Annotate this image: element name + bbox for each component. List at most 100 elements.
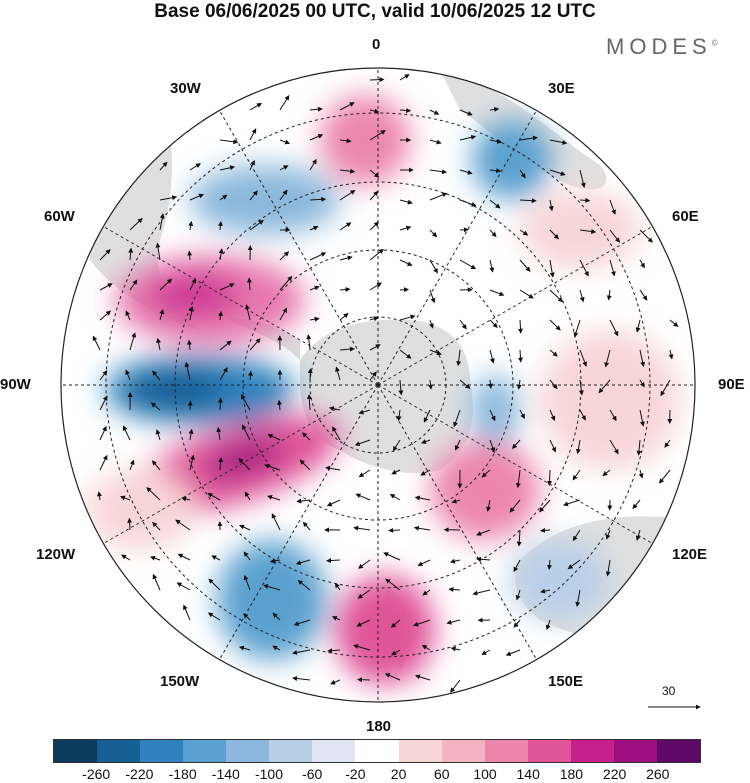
- wind-arrow: [604, 349, 611, 368]
- wind-arrow: [309, 316, 320, 322]
- colorbar-tick-label: 20: [390, 766, 407, 782]
- wind-arrow: [451, 498, 461, 504]
- wind-arrow: [279, 251, 290, 261]
- wind-arrow: [609, 409, 617, 422]
- wind-arrow: [175, 519, 191, 531]
- wind-arrow: [240, 394, 251, 411]
- wind-arrow: [489, 199, 501, 209]
- wind-arrow: [125, 310, 131, 321]
- wind-arrow: [518, 349, 523, 363]
- lon-label-90e: 90E: [718, 376, 745, 393]
- wind-arrow: [390, 619, 401, 628]
- wind-arrow: [511, 439, 521, 449]
- wind-arrow: [519, 289, 534, 299]
- wind-arrow: [579, 228, 597, 234]
- wind-arrow: [549, 139, 568, 145]
- wind-arrow: [218, 457, 224, 471]
- wind-arrow: [519, 135, 538, 141]
- wind-arrow: [572, 529, 581, 542]
- wind-arrow: [659, 469, 671, 484]
- lon-label-60e: 60E: [672, 208, 699, 225]
- wind-arrow: [356, 619, 371, 627]
- wind-arrow: [353, 644, 371, 651]
- wind-arrow: [369, 316, 379, 322]
- wind-arrow: [309, 225, 319, 231]
- wind-arrow: [573, 319, 581, 338]
- wind-arrow: [184, 361, 191, 381]
- wind-arrow: [513, 559, 521, 573]
- anomaly-positive-core: [206, 439, 284, 477]
- meridian-line: [377, 384, 537, 660]
- wind-arrow: [602, 469, 611, 477]
- colorbar-tick-label: 180: [559, 766, 584, 782]
- wind-arrow: [122, 425, 131, 441]
- wind-arrow: [575, 439, 581, 455]
- wind-arrow: [476, 529, 491, 536]
- colorbar-swatch: [570, 740, 614, 762]
- wind-arrow: [639, 409, 645, 427]
- wind-arrow: [326, 499, 341, 507]
- wind-arrow: [353, 525, 371, 531]
- wind-arrow: [218, 248, 224, 261]
- wind-arrow: [369, 221, 380, 231]
- wind-arrow: [578, 379, 584, 396]
- wind-arrow: [563, 499, 581, 507]
- wind-arrow: [339, 189, 356, 201]
- wind-arrow: [399, 287, 410, 293]
- wind-arrow: [331, 616, 341, 621]
- wind-arrow: [183, 604, 191, 621]
- wind-arrow: [187, 250, 193, 261]
- wind-arrow: [472, 589, 491, 596]
- wind-arrow: [639, 349, 646, 368]
- wind-arrow: [207, 612, 221, 621]
- wind-arrow: [420, 469, 431, 476]
- wind-arrow: [638, 469, 644, 479]
- wind-arrow: [306, 394, 312, 411]
- wind-arrow: [549, 379, 558, 390]
- wind-arrow: [152, 573, 161, 591]
- wind-arrow: [189, 278, 197, 291]
- wind-arrow: [639, 379, 645, 388]
- meridian-line: [377, 110, 537, 386]
- wind-arrow: [129, 332, 137, 351]
- wind-arrow: [219, 340, 232, 351]
- wind-arrow: [459, 319, 467, 330]
- wind-arrow: [392, 439, 401, 452]
- wind-arrow: [549, 289, 564, 303]
- wind-arrow: [129, 279, 138, 291]
- wind-arrow: [128, 247, 134, 261]
- lon-label-150e: 150E: [548, 673, 584, 690]
- colorbar-tick-label: -20: [345, 766, 366, 782]
- wind-arrow: [219, 367, 228, 381]
- colorbar-swatch: [97, 740, 141, 762]
- wind-arrow: [549, 349, 558, 357]
- wind-arrow: [239, 524, 251, 531]
- wind-arrow: [327, 648, 341, 654]
- wind-arrow: [399, 259, 413, 266]
- colorbar-swatch: [312, 740, 356, 762]
- meridian-line: [219, 110, 379, 386]
- wind-arrow: [548, 199, 554, 212]
- wind-arrow: [519, 169, 526, 179]
- wind-arrow: [309, 134, 324, 141]
- wind-arrow: [413, 525, 431, 531]
- wind-arrow: [459, 134, 477, 141]
- colorbar-tick-label: 100: [473, 766, 497, 782]
- wind-arrow: [293, 619, 311, 626]
- wind-arrow: [489, 259, 495, 273]
- wind-arrow: [518, 319, 523, 334]
- wind-arrow: [605, 529, 611, 540]
- polar-map: [60, 67, 701, 710]
- wind-arrow: [509, 499, 521, 513]
- wind-arrow: [272, 612, 281, 621]
- wind-arrow: [92, 335, 101, 351]
- meridian-line: [377, 384, 653, 544]
- wind-arrow: [575, 589, 581, 607]
- wind-arrow: [489, 409, 496, 422]
- anomaly-negative: [190, 165, 340, 235]
- wind-arrow: [487, 379, 493, 389]
- wind-arrow: [579, 259, 589, 277]
- wind-arrow: [249, 160, 255, 171]
- wind-arrow: [369, 130, 386, 141]
- wind-arrow: [486, 499, 491, 512]
